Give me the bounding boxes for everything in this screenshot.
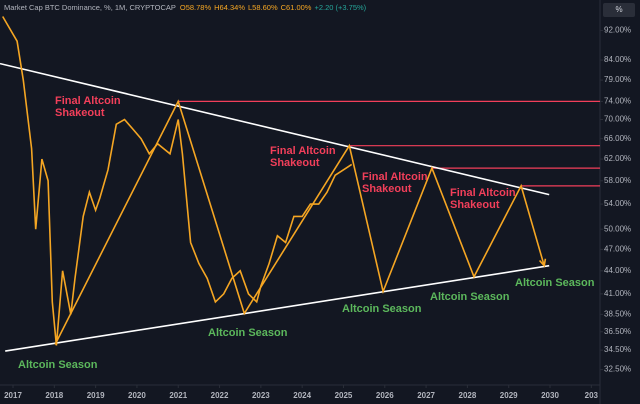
annotation: Shakeout [270,157,320,169]
y-tick-label: 84.00% [604,55,631,64]
x-tick-label: 2030 [541,391,559,400]
projection-line [54,99,545,345]
scale-button-label[interactable]: % [615,5,622,14]
y-tick-label: 47.00% [604,244,631,253]
annotation: Shakeout [55,107,105,119]
y-tick-label: 58.00% [604,176,631,185]
x-tick-label: 2019 [87,391,105,400]
x-tick-label: 2026 [376,391,394,400]
annotation: Altcoin Season [430,291,510,303]
y-tick-label: 50.00% [604,224,631,233]
annotation: Altcoin Season [515,277,595,289]
annotation: Altcoin Season [18,359,98,371]
annotation: Final Altcoin [362,171,428,183]
header-ohlc: L58.60% [248,3,278,12]
y-tick-label: 41.00% [604,289,631,298]
x-tick-label: 2024 [293,391,311,400]
x-tick-label: 2028 [459,391,477,400]
header-ohlc: O58.78% [180,3,212,12]
x-tick-label: 2022 [211,391,229,400]
price-line [2,16,353,346]
x-tick-label: 203 [585,391,599,400]
x-tick-label: 2027 [417,391,435,400]
y-tick-label: 74.00% [604,97,631,106]
annotation: Final Altcoin [450,187,516,199]
annotation: Shakeout [450,199,500,211]
y-tick-label: 70.00% [604,115,631,124]
y-tick-label: 38.50% [604,309,631,318]
y-tick-label: 44.00% [604,266,631,275]
y-tick-label: 54.00% [604,199,631,208]
scale-button[interactable] [603,3,635,17]
header-ohlc: H64.34% [214,3,245,12]
annotation: Shakeout [362,183,412,195]
x-tick-label: 2017 [4,391,22,400]
x-tick-label: 2025 [335,391,353,400]
x-tick-label: 2020 [128,391,146,400]
annotation: Altcoin Season [208,327,288,339]
header-ohlc: C61.00% [281,3,312,12]
annotation: Final Altcoin [55,95,121,107]
x-tick-label: 2018 [45,391,63,400]
y-tick-label: 36.50% [604,327,631,336]
y-tick-label: 92.00% [604,26,631,35]
annotation: Final Altcoin [270,145,336,157]
trendline [0,62,550,196]
x-tick-label: 2021 [169,391,187,400]
x-tick-label: 2029 [500,391,518,400]
header-title: Market Cap BTC Dominance, %, 1M, CRYPTOC… [4,3,176,12]
trendline [5,264,550,352]
y-tick-label: 32.50% [604,365,631,374]
arrow-head [538,258,547,268]
header-ohlc: +2.20 (+3.75%) [314,3,366,12]
annotation: Altcoin Season [342,303,422,315]
x-tick-label: 2023 [252,391,270,400]
y-tick-label: 79.00% [604,75,631,84]
y-tick-label: 66.00% [604,134,631,143]
y-tick-label: 34.50% [604,345,631,354]
y-tick-label: 62.00% [604,154,631,163]
